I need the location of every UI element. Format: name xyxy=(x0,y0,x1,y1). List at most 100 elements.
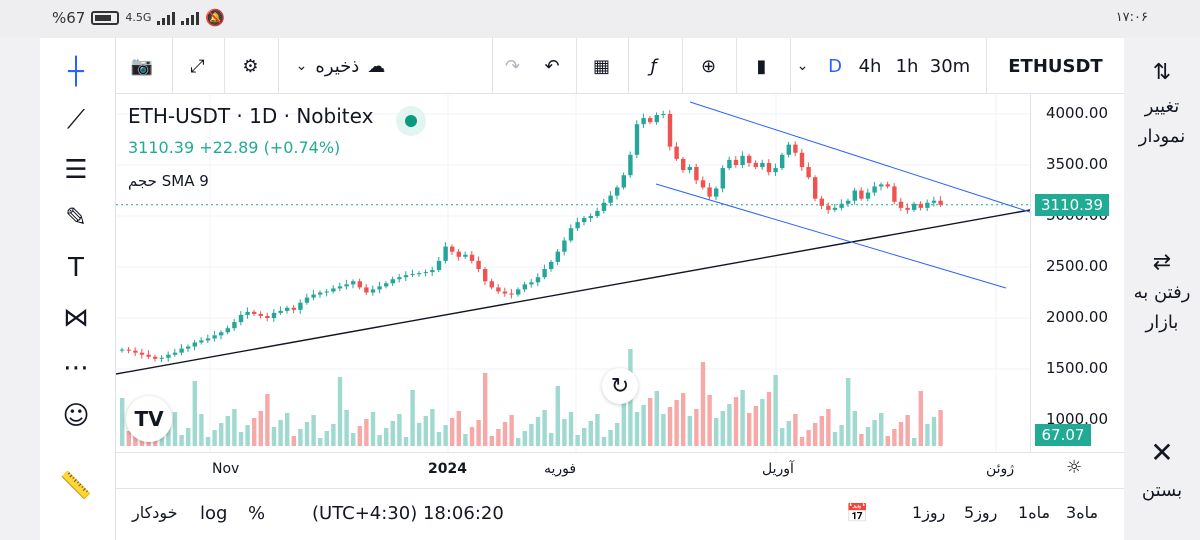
pattern-icon[interactable]: ⋈ xyxy=(63,303,89,333)
auto-scale-button[interactable]: خودکار xyxy=(132,503,178,522)
range-5d[interactable]: 5روز xyxy=(964,503,998,522)
volume-bar xyxy=(423,416,428,446)
candle xyxy=(707,187,712,197)
date-range-icon[interactable]: 📅 xyxy=(846,503,869,524)
candle xyxy=(463,254,468,257)
timezone-button[interactable]: (UTC+4:30) 18:06:20 xyxy=(312,503,504,524)
candle xyxy=(621,175,626,188)
candle xyxy=(238,314,244,323)
volume-bar xyxy=(766,392,772,446)
candle xyxy=(786,144,791,155)
fib-icon[interactable]: ☰ xyxy=(64,155,88,185)
price-label: 4000.00 xyxy=(1045,104,1108,122)
candle xyxy=(879,184,884,187)
layout-icon[interactable]: ▦ xyxy=(576,38,626,94)
volume-bar xyxy=(793,414,798,446)
crosshair-icon[interactable]: ┼ xyxy=(68,57,84,87)
text-icon[interactable]: T xyxy=(68,253,84,283)
candle xyxy=(687,167,692,171)
sun-icon[interactable]: ☼ xyxy=(1066,457,1083,478)
candle xyxy=(133,350,138,353)
tradingview-logo[interactable]: TV xyxy=(126,396,172,442)
volume-bar xyxy=(225,416,230,446)
interval-1h[interactable]: 1h xyxy=(895,55,919,77)
candle xyxy=(608,195,613,203)
percent-scale-button[interactable]: % xyxy=(248,503,266,524)
brush-icon[interactable]: ✎ xyxy=(65,203,87,233)
support-trendline xyxy=(116,209,1030,375)
range-1d[interactable]: 1روز xyxy=(912,503,946,522)
symbol-button[interactable]: ETHUSDT xyxy=(986,38,1124,94)
volume-bar xyxy=(654,391,659,446)
candle xyxy=(403,275,409,278)
volume-bar xyxy=(502,422,508,446)
settings-icon[interactable]: ⚙ xyxy=(224,38,276,94)
range-1m[interactable]: 1ماه xyxy=(1018,503,1051,522)
candle xyxy=(278,310,283,313)
sma-label[interactable]: SMA 9 xyxy=(161,172,209,190)
price-axis[interactable]: 4000.00 3500.00 3000.00 2500.00 2000.00 … xyxy=(1030,94,1124,452)
emoji-icon[interactable]: ☺ xyxy=(62,401,90,431)
volume-bar xyxy=(384,428,389,446)
market-status-icon xyxy=(396,106,426,136)
volume-bar xyxy=(588,421,593,446)
save-button[interactable]: ⌄ ذخیره ☁ xyxy=(278,38,402,94)
candle xyxy=(390,279,395,284)
candle xyxy=(443,246,448,261)
volume-bar xyxy=(740,390,745,446)
change-chart-button[interactable]: تغییر نمودار xyxy=(1138,96,1186,147)
candle xyxy=(700,180,706,188)
interval-d[interactable]: D xyxy=(828,55,842,77)
prediction-icon[interactable]: ⋯ xyxy=(63,353,89,383)
candle xyxy=(159,357,164,359)
candle xyxy=(694,167,699,181)
candle xyxy=(252,311,257,314)
camera-icon[interactable]: 📷 xyxy=(130,55,154,77)
upper-channel-line xyxy=(689,101,1030,213)
close-button[interactable]: بستن xyxy=(1141,480,1183,501)
candle xyxy=(615,187,620,196)
candle xyxy=(324,291,329,293)
volume-bar xyxy=(826,409,831,446)
interval-4h[interactable]: 4h xyxy=(858,55,882,77)
volume-bar xyxy=(311,415,316,446)
add-compare-icon[interactable]: ⊕ xyxy=(682,38,734,94)
log-scale-button[interactable]: log xyxy=(200,503,228,524)
swap-icon[interactable]: ⇄ xyxy=(1152,250,1172,275)
go-market-button[interactable]: رفتن به بازار xyxy=(1133,282,1191,333)
undo-icon[interactable]: ↶ xyxy=(544,55,560,77)
indicators-icon[interactable]: ƒ xyxy=(628,38,678,94)
candle xyxy=(357,281,362,288)
ruler-icon[interactable]: 📏 xyxy=(59,471,93,501)
volume-bar xyxy=(179,435,184,446)
redo-icon[interactable]: ↷ xyxy=(492,38,532,94)
time-axis[interactable]: Nov 2024 فوریه آوریل ژوئن ☼ xyxy=(116,452,1124,488)
battery-percent: %67 xyxy=(52,8,86,27)
drawing-toolbar: ┼ ⟋ ☰ ✎ T ⋈ ⋯ ☺ 📏 xyxy=(40,38,116,540)
candle xyxy=(417,273,422,275)
close-icon[interactable]: ✕ xyxy=(1150,436,1174,469)
fullscreen-icon[interactable]: ⤢ xyxy=(172,38,222,94)
candles-icon[interactable]: ▮ xyxy=(736,38,786,94)
chart-area[interactable]: ETH-USDT · 1D · Nobitex 3110.39 +22.89 (… xyxy=(116,94,1030,452)
volume-bar xyxy=(720,411,725,446)
interval-30m[interactable]: 30m xyxy=(929,55,971,77)
candle xyxy=(542,269,547,278)
volume-bar xyxy=(469,427,475,446)
volume-bar xyxy=(403,437,409,446)
candle xyxy=(423,272,428,274)
candle xyxy=(225,328,230,333)
switch-icon[interactable]: ⇅ xyxy=(1152,60,1172,85)
candle xyxy=(166,354,171,358)
volume-bar xyxy=(780,428,785,446)
range-3m[interactable]: 3ماه xyxy=(1066,503,1099,522)
interval-dropdown-icon[interactable]: ⌄ xyxy=(790,38,814,94)
volume-bar xyxy=(727,404,732,446)
volume-bar xyxy=(595,414,600,446)
volume-bar xyxy=(166,419,171,446)
reset-icon[interactable]: ↻ xyxy=(602,368,638,404)
volume-bar xyxy=(199,414,204,446)
trend-line-icon[interactable]: ⟋ xyxy=(66,104,86,135)
volume-bar xyxy=(733,397,739,446)
volume-bar xyxy=(575,435,580,446)
